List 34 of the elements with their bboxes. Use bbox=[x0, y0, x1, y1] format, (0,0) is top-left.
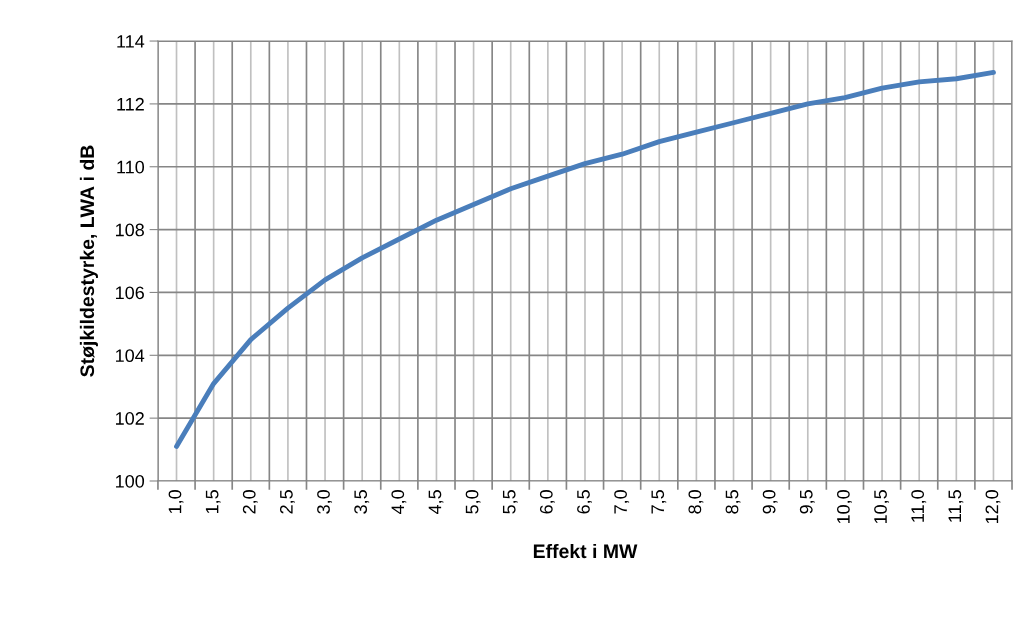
x-tick-label: 11,0 bbox=[911, 490, 927, 522]
x-tick-label: 2,0 bbox=[242, 490, 258, 514]
x-tick-label: 7,5 bbox=[651, 490, 667, 514]
x-tick-label: 5,0 bbox=[465, 490, 481, 514]
x-tick-label: 3,5 bbox=[354, 490, 370, 514]
y-tick-label: 106 bbox=[116, 286, 144, 300]
x-tick-label: 4,5 bbox=[428, 490, 444, 515]
x-tick-label: 1,0 bbox=[168, 490, 184, 514]
x-tick-label: 7,0 bbox=[614, 490, 630, 514]
x-tick-label: 4,0 bbox=[391, 490, 407, 515]
y-tick-label: 100 bbox=[116, 474, 145, 488]
y-tick-label: 108 bbox=[116, 223, 144, 237]
y-tick-label: 104 bbox=[116, 349, 145, 363]
x-tick-label: 10,5 bbox=[874, 490, 890, 524]
line-series bbox=[174, 70, 996, 449]
x-tick-label: 12,0 bbox=[985, 490, 1001, 524]
y-axis-title: Støjkildestyrke, LWA i dB bbox=[79, 145, 98, 377]
x-axis-title: Effekt i MW bbox=[533, 543, 638, 559]
x-tick-label: 10,0 bbox=[836, 490, 852, 524]
x-tick-label: 8,0 bbox=[688, 490, 704, 514]
x-tick-label: 5,5 bbox=[502, 490, 518, 514]
y-tick-label: 112 bbox=[117, 97, 144, 111]
y-tick-label: 114 bbox=[117, 35, 145, 48]
y-tick-label: 102 bbox=[116, 412, 144, 425]
y-tick-label: 110 bbox=[117, 160, 145, 174]
x-tick-label: 2,5 bbox=[279, 490, 295, 514]
x-tick-label: 6,5 bbox=[577, 490, 592, 514]
x-tick-label: 6,0 bbox=[539, 490, 555, 514]
x-tick-label: 8,5 bbox=[725, 490, 741, 514]
x-tick-label: 9,0 bbox=[762, 490, 778, 514]
x-tick-label: 1,5 bbox=[205, 490, 221, 514]
x-tick-label: 3,0 bbox=[317, 490, 333, 514]
x-tick-label: 9,5 bbox=[799, 490, 815, 514]
x-tick-label: 11,5 bbox=[948, 490, 964, 522]
